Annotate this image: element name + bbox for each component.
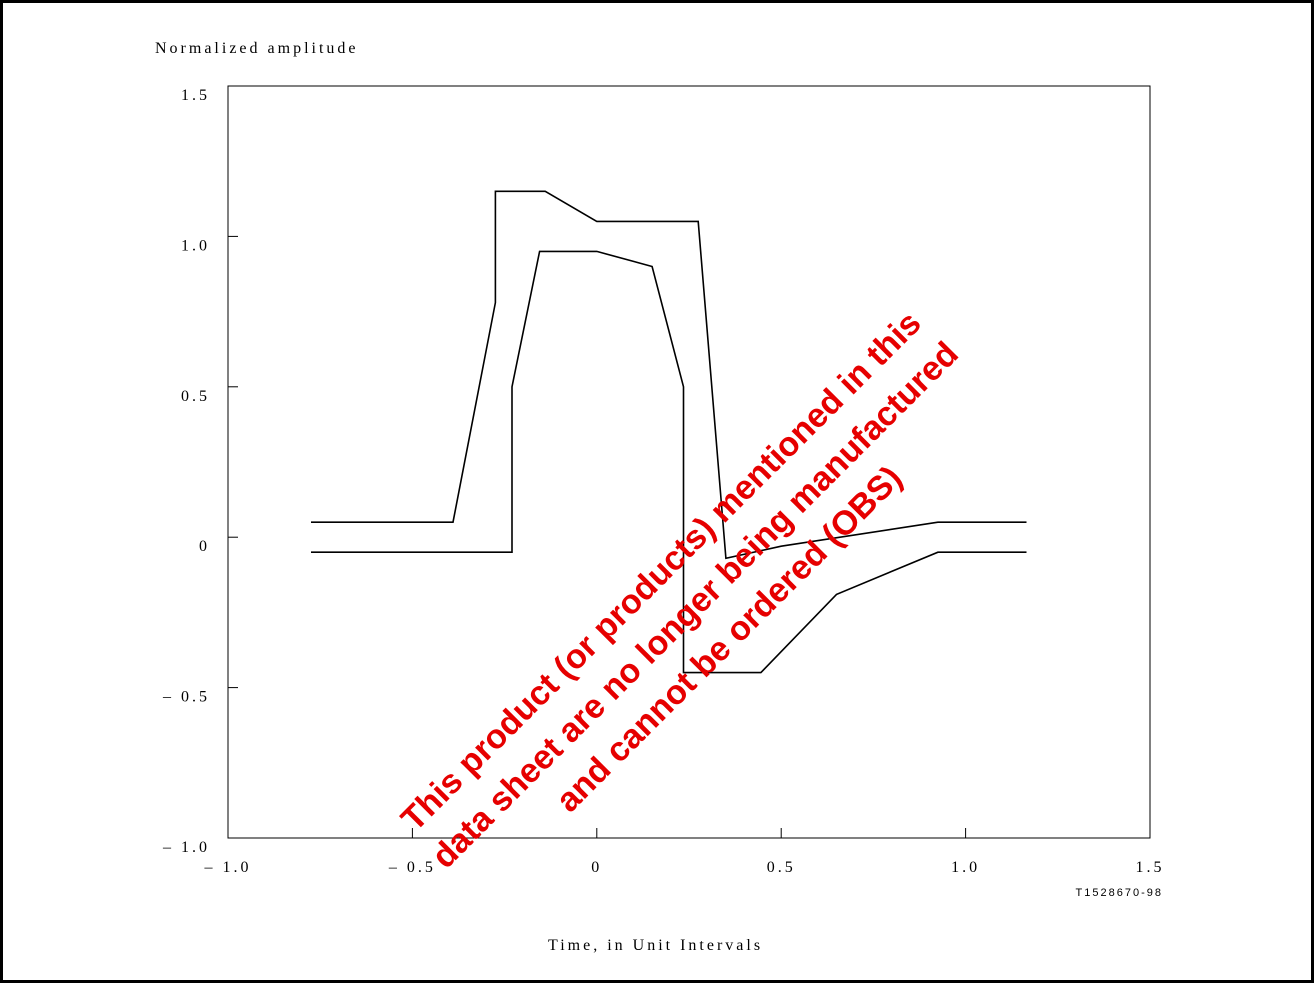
upper-limit-line <box>311 190 1027 560</box>
y-axis: 1.5 1.0 0.5 0 – 0.5 – 1.0 <box>162 87 238 856</box>
x-tick-label: 1.0 <box>951 859 980 876</box>
x-tick-label: – 1.0 <box>204 859 252 876</box>
obsolete-watermark: This product (or products) mentioned in … <box>394 304 966 876</box>
series-group <box>311 190 1027 674</box>
lower-limit-line <box>311 250 1027 674</box>
plot-area <box>227 85 1151 839</box>
y-tick-label: 0.5 <box>181 388 210 405</box>
x-axis: – 1.0 – 0.5 0 0.5 1.0 1.5 <box>204 828 1165 876</box>
y-tick-label: 0 <box>199 538 210 555</box>
x-tick-label: 0.5 <box>767 859 796 876</box>
x-tick-label: 0 <box>591 859 602 876</box>
x-tick-label: – 0.5 <box>388 859 436 876</box>
y-tick-label: – 1.0 <box>162 839 210 856</box>
y-tick-label: – 0.5 <box>162 689 210 706</box>
watermark-line-1: This product (or products) mentioned in … <box>394 304 928 838</box>
y-tick-label: 1.0 <box>181 237 210 254</box>
watermark-line-2: data sheet are no longer being manufactu… <box>425 335 966 876</box>
y-tick-label: 1.5 <box>181 87 210 104</box>
amplitude-chart: – 1.0– 0.5 0 0.5 1.0 1.5 1.51.00.50– 0.5– 1.… <box>155 40 1165 954</box>
x-axis-label: Time, in Unit Intervals <box>548 937 763 954</box>
y-axis-label: Normalized amplitude <box>155 40 359 57</box>
x-tick-label: 1.5 <box>1136 859 1165 876</box>
figure-id: T1528670-98 <box>1076 887 1163 899</box>
